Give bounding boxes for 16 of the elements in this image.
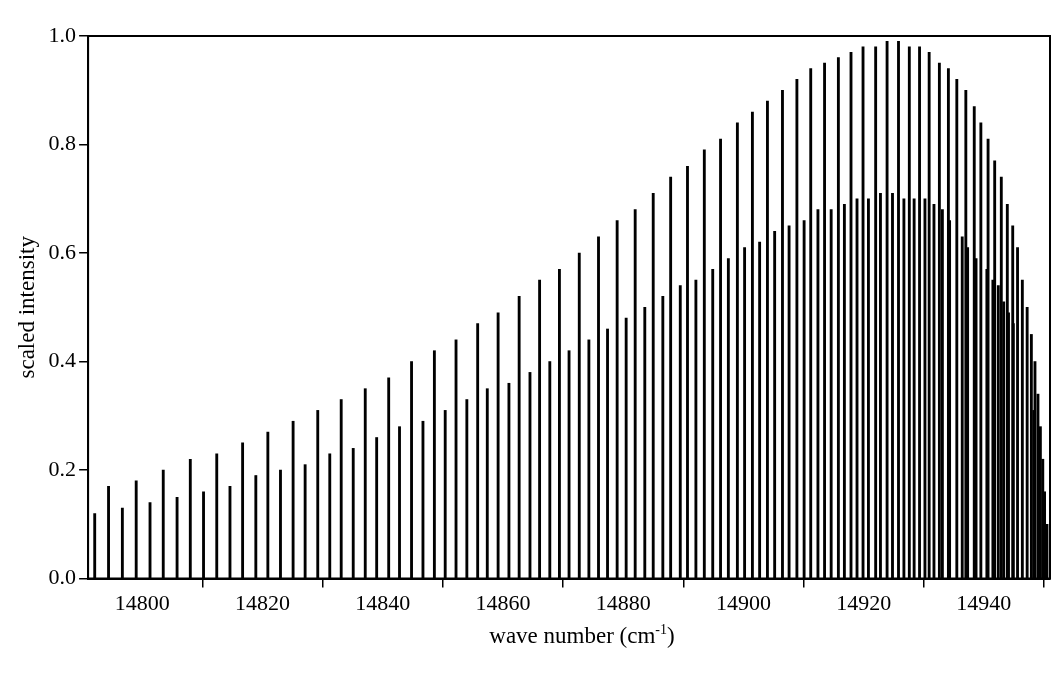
- x-tick-label: 14840: [355, 589, 411, 615]
- x-tick-label: 14940: [956, 589, 1012, 615]
- y-tick-label: 1.0: [48, 21, 77, 47]
- y-tick-label: 0.2: [48, 455, 77, 481]
- x-tick-label: 14880: [595, 589, 651, 615]
- y-axis-title: scaled intensity: [13, 235, 39, 379]
- x-tick-label: 14800: [114, 589, 170, 615]
- y-tick-label: 0.6: [48, 238, 77, 264]
- x-tick-label: 14860: [475, 589, 531, 615]
- x-axis-title: wave number (cm$^{-1}$): [488, 622, 676, 649]
- x-tick-label: 14920: [836, 589, 892, 615]
- y-tick-label: 0.4: [48, 347, 77, 373]
- x-tick-label: 14820: [234, 589, 290, 615]
- y-tick-label: 0.0: [48, 564, 77, 590]
- x-tick-label: 14900: [715, 589, 771, 615]
- y-tick-label: 0.8: [48, 130, 77, 156]
